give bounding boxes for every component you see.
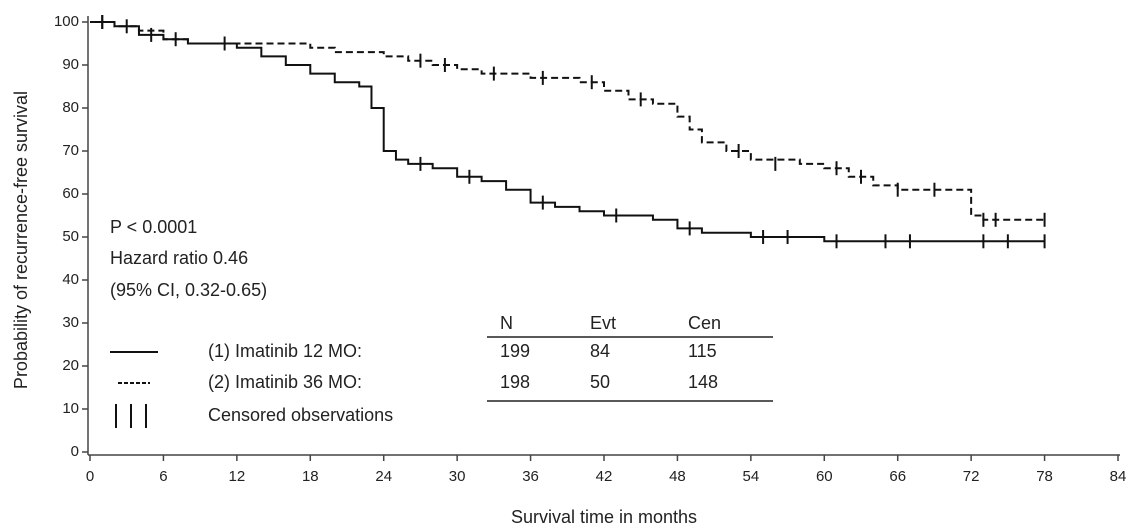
x-tick-label: 6 [159,468,167,485]
y-tick-label: 60 [62,185,79,202]
x-tick-label: 0 [86,468,94,485]
y-tick-label: 100 [54,13,79,30]
x-tick-label: 18 [302,468,319,485]
table-header: Cen [688,313,721,333]
table-cell: 199 [500,341,530,361]
x-tick-label: 24 [375,468,392,485]
annotation: Hazard ratio 0.46 [110,248,248,268]
annotation: (95% CI, 0.32-0.65) [110,280,267,300]
table-cell: 115 [688,341,717,361]
table-header: N [500,313,513,333]
y-tick-label: 40 [62,271,79,288]
x-tick-label: 78 [1036,468,1053,485]
legend-censor-icon [115,404,147,428]
y-tick-label: 0 [71,443,79,460]
legend-label: (2) Imatinib 36 MO: [208,372,362,392]
y-tick-label: 70 [62,142,79,159]
y-tick-label: 90 [62,56,79,73]
table-cell: 84 [590,341,610,361]
y-tick-label: 20 [62,357,79,374]
table-header: Evt [590,313,616,333]
table-cell: 198 [500,372,530,392]
x-tick-label: 54 [743,468,760,485]
table-cell: 148 [688,372,718,392]
x-tick-label: 60 [816,468,833,485]
x-tick-label: 72 [963,468,980,485]
x-tick-label: 42 [596,468,613,485]
annotation: P < 0.0001 [110,217,197,237]
x-tick-label: 36 [522,468,539,485]
y-tick-label: 30 [62,314,79,331]
x-tick-label: 66 [889,468,906,485]
survival-line [90,21,1045,221]
legend-label: (1) Imatinib 12 MO: [208,341,362,361]
legend-label: Censored observations [208,405,393,425]
y-axis-label: Probability of recurrence-free survival [11,91,31,389]
x-tick-label: 48 [669,468,686,485]
x-tick-label: 84 [1110,468,1127,485]
y-tick-label: 10 [62,400,79,417]
x-tick-label: 12 [229,468,246,485]
y-tick-label: 80 [62,99,79,116]
x-tick-label: 30 [449,468,466,485]
y-tick-label: 50 [62,228,79,245]
survival-line [90,21,1045,243]
x-axis-label: Survival time in months [511,507,697,527]
table-cell: 50 [590,372,610,392]
